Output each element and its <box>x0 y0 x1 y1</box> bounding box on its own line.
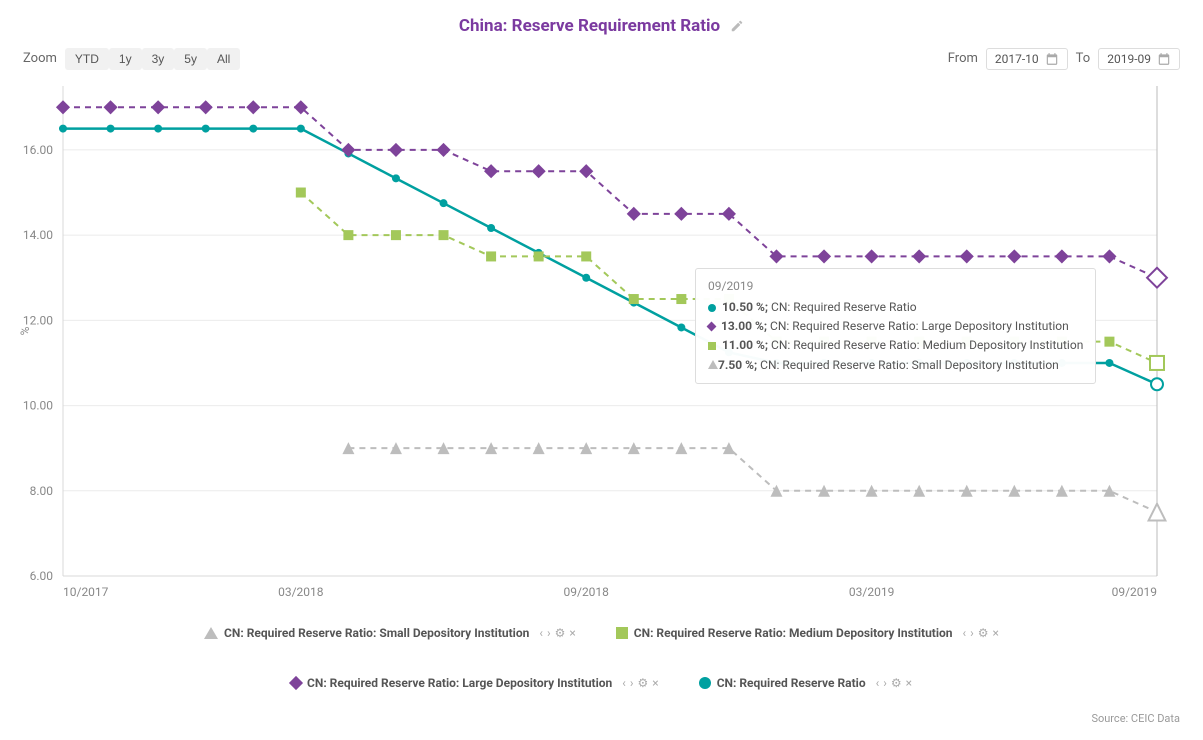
chart-legend: CN: Required Reserve Ratio: Small Deposi… <box>15 626 1188 708</box>
chart-toolbar: Zoom YTD1y3y5yAll From 2017-10 To 2019-0… <box>15 48 1188 70</box>
zoom-group: Zoom YTD1y3y5yAll <box>23 48 240 70</box>
zoom-button-3y[interactable]: 3y <box>142 48 175 70</box>
svg-text:12.00: 12.00 <box>23 313 53 327</box>
svg-text:6.00: 6.00 <box>30 569 54 583</box>
svg-text:16.00: 16.00 <box>23 143 53 157</box>
to-label: To <box>1076 51 1091 66</box>
legend-ctrl-1[interactable]: › <box>630 676 634 690</box>
legend-ctrl-3[interactable]: × <box>652 676 658 690</box>
legend-ctrl-0[interactable]: ‹ <box>539 626 543 640</box>
svg-text:10/2017: 10/2017 <box>63 585 109 599</box>
from-label: From <box>948 51 978 66</box>
series-rrr <box>59 124 1163 390</box>
legend-item-medium[interactable]: CN: Required Reserve Ratio: Medium Depos… <box>616 626 999 640</box>
legend-ctrl-2[interactable]: ⚙ <box>891 676 902 690</box>
legend-ctrl-1[interactable]: › <box>547 626 551 640</box>
legend-ctrl-3[interactable]: × <box>906 676 912 690</box>
legend-ctrl-3[interactable]: × <box>993 626 999 640</box>
svg-text:8.00: 8.00 <box>30 484 54 498</box>
pencil-icon[interactable] <box>730 19 744 33</box>
legend-ctrl-2[interactable]: ⚙ <box>638 676 649 690</box>
series-small <box>342 442 1165 520</box>
legend-item-rrr[interactable]: CN: Required Reserve Ratio‹›⚙× <box>699 676 912 690</box>
legend-ctrl-2[interactable]: ⚙ <box>978 626 989 640</box>
svg-text:%: % <box>18 326 32 335</box>
zoom-button-ytd[interactable]: YTD <box>65 48 109 70</box>
legend-ctrl-1[interactable]: › <box>970 626 974 640</box>
source-label: Source: CEIC Data <box>15 712 1188 725</box>
calendar-icon <box>1045 52 1059 66</box>
svg-text:09/2019: 09/2019 <box>1112 585 1157 599</box>
zoom-button-all[interactable]: All <box>207 48 240 70</box>
date-range-group: From 2017-10 To 2019-09 <box>948 48 1180 70</box>
to-date-input[interactable]: 2019-09 <box>1098 48 1180 70</box>
zoom-button-1y[interactable]: 1y <box>109 48 142 70</box>
svg-text:09/2018: 09/2018 <box>564 585 610 599</box>
svg-text:03/2018: 03/2018 <box>278 585 324 599</box>
legend-ctrl-0[interactable]: ‹ <box>876 676 880 690</box>
legend-ctrl-2[interactable]: ⚙ <box>555 626 566 640</box>
chart-area[interactable]: 6.00 8.00 10.00 12.00 14.00 16.00 10/2017 03/20… <box>15 76 1188 616</box>
zoom-button-5y[interactable]: 5y <box>174 48 207 70</box>
svg-text:14.00: 14.00 <box>23 228 53 242</box>
chart-title: China: Reserve Requirement Ratio <box>459 16 720 36</box>
legend-ctrl-1[interactable]: › <box>883 676 887 690</box>
legend-item-large[interactable]: CN: Required Reserve Ratio: Large Deposi… <box>291 676 659 690</box>
svg-text:03/2019: 03/2019 <box>849 585 894 599</box>
from-date-input[interactable]: 2017-10 <box>986 48 1068 70</box>
zoom-label: Zoom <box>23 51 57 66</box>
legend-ctrl-3[interactable]: × <box>569 626 575 640</box>
calendar-icon <box>1157 52 1171 66</box>
svg-text:10.00: 10.00 <box>23 398 53 412</box>
legend-item-small[interactable]: CN: Required Reserve Ratio: Small Deposi… <box>204 626 576 640</box>
legend-ctrl-0[interactable]: ‹ <box>963 626 967 640</box>
legend-ctrl-0[interactable]: ‹ <box>622 676 626 690</box>
